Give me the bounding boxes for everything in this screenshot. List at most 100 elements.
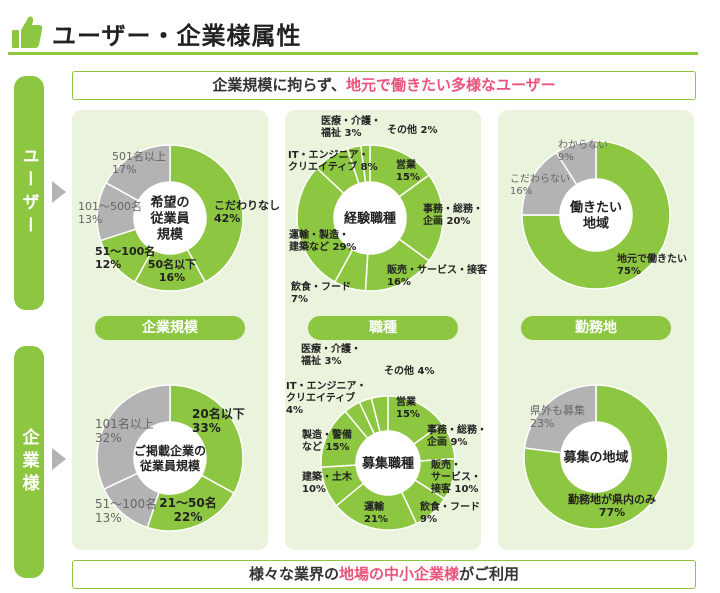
slice-label-line: 県外も募集 xyxy=(530,403,585,417)
pie-slice xyxy=(96,384,171,491)
pie-center-label: 働きたい xyxy=(569,200,622,216)
slice-label-line: 福祉 3% xyxy=(320,126,361,139)
slice-label: その他 4% xyxy=(384,364,434,377)
slice-label: 医療・介護・福祉 3% xyxy=(300,342,361,367)
slice-label: 101名以上 32% xyxy=(95,416,154,445)
page-header: ユーザー・企業様属性 xyxy=(8,14,698,55)
pie-center xyxy=(134,182,206,254)
slice-label-line: 販売・ xyxy=(431,458,461,471)
slice-label: 建築・土木 10% xyxy=(301,470,353,495)
banner-top-text: 企業規模に拘らず、 xyxy=(212,76,346,94)
slice-label-line: 16% xyxy=(387,277,411,288)
slice-label-line: 営業 xyxy=(396,158,417,171)
title-underline xyxy=(8,52,698,55)
slice-label-line: IT・エンジニア・ xyxy=(288,149,369,161)
slice-label-line: 地元で働きたい xyxy=(617,252,687,265)
pie-center-label: 経験職種 xyxy=(344,211,396,227)
slice-label: 101～500名 13% xyxy=(78,199,142,226)
slice-label: 事務・総務・企画 20% xyxy=(422,202,483,227)
slice-label-line: 42% xyxy=(214,212,240,225)
pie-center-label: ご掲載企業の xyxy=(134,443,206,458)
slice-label-line: 13% xyxy=(95,511,122,525)
slice-label-line: 75% xyxy=(617,266,641,277)
slice-label-line: 飲食・フード xyxy=(419,500,480,513)
slice-label-line: 50名以下 xyxy=(148,257,196,271)
slice-label-line: 51～100名 xyxy=(95,496,157,511)
pie-center xyxy=(334,182,406,254)
slice-label: 事務・総務・企画 9% xyxy=(426,423,487,448)
slice-label-line: 101～500名 xyxy=(78,199,142,213)
pie-center xyxy=(356,431,420,495)
slice-label-line: 15% xyxy=(396,172,420,183)
banner-bottom: 様々な業界の地場の中小企業様がご利用 xyxy=(72,560,696,589)
banner-bottom-suffix: がご利用 xyxy=(459,565,520,583)
section-label-location: 勤務地 xyxy=(521,316,671,340)
pie-center-label: 規模 xyxy=(157,227,184,243)
banner-top: 企業規模に拘らず、地元で働きたい多様なユーザー xyxy=(72,71,696,100)
slice-label-line: その他 4% xyxy=(384,364,434,377)
slice-label: 飲食・フード 7% xyxy=(290,280,351,305)
slice-label: 21～50名 22% xyxy=(159,495,216,524)
slice-label: 県外も募集 23% xyxy=(530,403,585,430)
slice-label: 医療・介護・福祉 3% xyxy=(320,114,381,139)
pie-center xyxy=(561,422,631,492)
slice-label-line: 建築・土木 xyxy=(301,470,353,483)
banner-top-highlight: 地元で働きたい多様なユーザー xyxy=(345,76,556,94)
slice-label: こだわりなし 42% xyxy=(214,199,280,225)
slice-label: こだわらない 16% xyxy=(510,173,570,197)
slice-label-line: 12% xyxy=(95,258,121,271)
slice-label-line: 9% xyxy=(420,514,437,525)
slice-label: 50名以下 16% xyxy=(148,257,196,284)
slice-label-line: 32% xyxy=(95,431,122,445)
pie-center-label: 従業員 xyxy=(149,211,189,227)
slice-label-line: サービス・ xyxy=(431,470,481,483)
slice-label-line: 勤務地が県内のみ xyxy=(568,492,656,506)
slice-label: 販売・サービス・接客 16% xyxy=(387,263,488,288)
slice-label-line: 運輸 xyxy=(364,500,385,513)
slice-label-line: IT・エンジニア・ xyxy=(286,380,367,392)
slice-label: 運輸・製造・建築など 29% xyxy=(288,228,356,253)
slice-label: 運輸 21% xyxy=(364,500,388,525)
slice-label-line: 販売・サービス・接客 xyxy=(387,263,488,276)
slice-label: 51～100名 13% xyxy=(95,496,157,525)
slice-label-line: 22% xyxy=(174,510,203,524)
slice-label: IT・エンジニア・クリエイティブ 8% xyxy=(288,149,378,173)
slice-label-line: 企画 20% xyxy=(422,214,470,227)
pie-center-label: 募集の地域 xyxy=(562,450,628,466)
slice-label-line: 営業 xyxy=(396,395,417,408)
section-label-company-size: 企業規模 xyxy=(95,316,245,340)
slice-label-line: 医療・介護・ xyxy=(321,114,381,127)
slice-label-line: その他 2% xyxy=(387,123,437,136)
thumbs-up-icon xyxy=(12,16,43,48)
slice-label: IT・エンジニア・クリエイティブ 4% xyxy=(286,380,367,416)
slice-label-line: クリエイティブ xyxy=(286,391,355,404)
slice-label: 製造・警備など 15% xyxy=(301,428,352,453)
slice-label-line: 接客 10% xyxy=(431,482,478,495)
pie-center-label: 希望の xyxy=(150,195,189,211)
slice-label-line: 33% xyxy=(192,421,221,435)
slice-label: 営業 15% xyxy=(396,158,420,183)
slice-label-line: 15% xyxy=(396,409,420,420)
slice-label-line: 17% xyxy=(112,163,136,176)
slice-label: 20名以下 33% xyxy=(192,406,245,435)
slice-label-line: 9% xyxy=(558,152,574,163)
banner-bottom-text: 様々な業界の xyxy=(248,565,339,583)
slice-label-line: 21% xyxy=(364,514,388,525)
slice-label: 勤務地が県内のみ 77% xyxy=(568,492,656,519)
slice-label-line: 4% xyxy=(286,405,303,416)
slice-label-line: 製造・警備 xyxy=(301,428,352,441)
slice-label-line: 事務・総務・ xyxy=(427,423,487,436)
slice-label-line: 16% xyxy=(510,186,532,197)
slice-label-line: 福祉 3% xyxy=(300,354,341,367)
slice-label: 飲食・フード 9% xyxy=(419,500,480,525)
slice-label-line: 事務・総務・ xyxy=(423,202,483,215)
slice-label: 販売・サービス・接客 10% xyxy=(431,458,481,495)
slice-label-line: 企画 9% xyxy=(426,435,467,448)
slice-label-line: 101名以上 xyxy=(95,416,154,431)
pie-center-label: 地域 xyxy=(583,216,609,232)
